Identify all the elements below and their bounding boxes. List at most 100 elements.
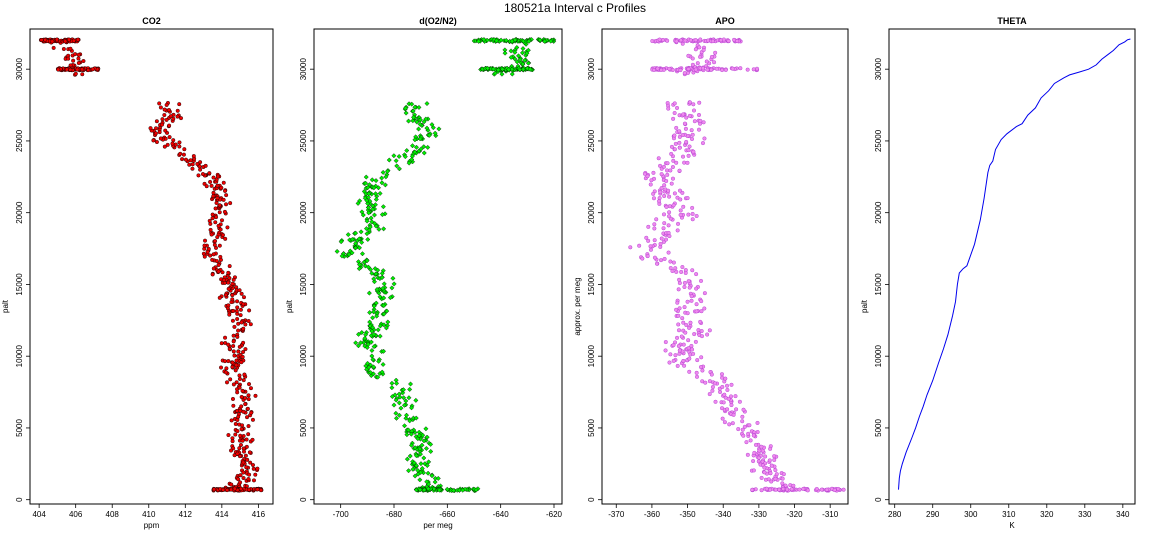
data-point <box>410 108 416 114</box>
data-point <box>789 487 794 492</box>
data-point <box>232 353 237 358</box>
data-point <box>237 373 242 378</box>
data-point <box>675 228 680 233</box>
data-point <box>246 319 251 324</box>
data-point <box>224 202 229 207</box>
data-point <box>473 487 479 493</box>
data-point <box>365 185 371 190</box>
data-point <box>680 265 685 270</box>
data-point <box>379 369 385 375</box>
data-point <box>389 380 395 386</box>
data-point <box>769 463 774 468</box>
data-point <box>737 399 742 404</box>
data-point <box>406 395 412 401</box>
data-point <box>444 486 450 492</box>
x-tick-label: -340 <box>715 510 732 519</box>
data-point <box>701 66 706 71</box>
data-point <box>207 171 212 176</box>
data-point <box>407 453 413 459</box>
data-point <box>246 393 251 398</box>
data-point <box>365 237 371 242</box>
data-point <box>797 487 802 492</box>
data-point <box>726 396 731 401</box>
data-point <box>424 463 430 468</box>
data-point <box>214 215 219 220</box>
data-point <box>235 418 240 423</box>
data-point <box>651 191 656 196</box>
data-point <box>377 333 383 339</box>
data-point <box>381 226 387 232</box>
data-point <box>662 221 667 226</box>
x-tick-label: 310 <box>1002 510 1016 519</box>
data-point <box>659 236 664 241</box>
data-point <box>750 487 755 492</box>
data-point <box>353 245 359 251</box>
data-point <box>377 294 383 300</box>
data-point <box>248 322 253 327</box>
data-point <box>240 354 245 359</box>
data-point <box>167 135 172 140</box>
data-point <box>499 71 505 77</box>
panel-title: CO2 <box>142 16 161 26</box>
data-point <box>151 138 156 143</box>
data-point <box>426 459 432 465</box>
panel-title: APO <box>715 16 735 26</box>
data-point <box>396 400 402 406</box>
data-point <box>222 280 227 285</box>
data-point <box>690 62 695 67</box>
data-point <box>672 133 677 138</box>
data-point <box>421 119 427 125</box>
x-tick-label: -640 <box>493 510 510 519</box>
data-point <box>662 256 667 261</box>
data-point <box>694 286 699 291</box>
data-point <box>727 422 732 427</box>
data-point <box>364 258 370 264</box>
data-point <box>687 369 692 374</box>
data-point <box>216 223 221 228</box>
y-tick-label: 20000 <box>587 201 596 224</box>
data-point <box>675 335 680 340</box>
data-point <box>232 324 237 329</box>
data-point <box>721 37 726 42</box>
data-point <box>741 407 746 412</box>
y-tick-label: 20000 <box>15 201 24 224</box>
data-point <box>240 438 245 443</box>
data-point <box>51 45 56 50</box>
data-point <box>218 257 223 262</box>
data-point <box>247 308 252 313</box>
data-point <box>728 394 733 399</box>
data-point <box>402 154 408 160</box>
data-point <box>679 334 684 339</box>
data-point <box>404 148 410 154</box>
data-point <box>408 442 414 448</box>
data-point <box>421 150 427 156</box>
data-point <box>198 160 203 165</box>
data-point <box>676 344 681 349</box>
data-point <box>686 346 691 351</box>
data-point <box>714 66 719 71</box>
data-point <box>691 149 696 154</box>
data-point <box>705 67 710 72</box>
data-point <box>215 174 220 179</box>
data-point <box>690 205 695 210</box>
data-point <box>384 168 390 174</box>
data-point <box>667 210 672 215</box>
data-point <box>390 275 396 281</box>
data-point <box>363 174 369 180</box>
data-point <box>71 58 76 63</box>
data-point <box>408 381 414 387</box>
data-point <box>421 144 427 150</box>
data-point <box>231 277 236 282</box>
data-point <box>669 181 674 186</box>
data-point <box>720 68 725 73</box>
data-point <box>681 112 686 117</box>
data-point <box>179 116 184 121</box>
data-point <box>663 348 668 353</box>
data-point <box>432 479 438 485</box>
data-point <box>694 374 699 379</box>
data-point <box>677 348 682 353</box>
data-point <box>385 319 391 325</box>
data-point <box>197 164 202 169</box>
data-point <box>387 295 393 301</box>
figure-title: 180521a Interval c Profiles <box>504 1 646 15</box>
